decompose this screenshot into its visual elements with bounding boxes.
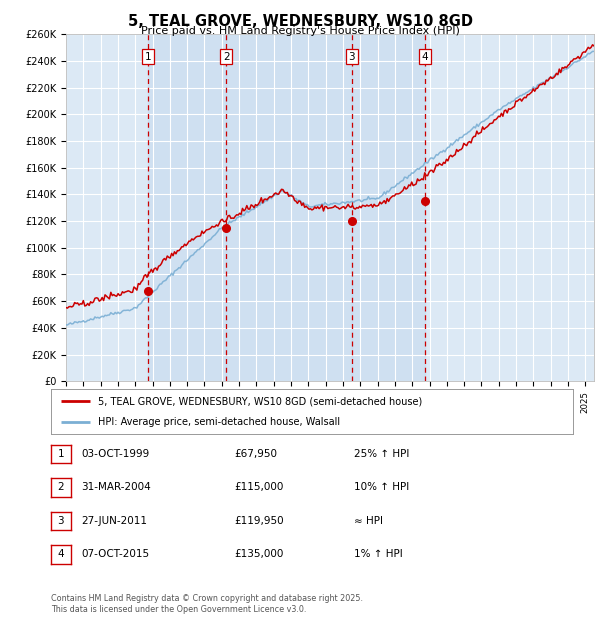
Text: 2: 2 (223, 51, 229, 61)
Text: £135,000: £135,000 (234, 549, 283, 559)
Text: 3: 3 (349, 51, 355, 61)
Bar (226, 34, 352, 381)
Text: 1: 1 (145, 51, 152, 61)
Bar (148, 34, 226, 381)
Text: Contains HM Land Registry data © Crown copyright and database right 2025.
This d: Contains HM Land Registry data © Crown c… (51, 595, 363, 614)
Text: 27-JUN-2011: 27-JUN-2011 (81, 516, 147, 526)
Text: 10% ↑ HPI: 10% ↑ HPI (354, 482, 409, 492)
Text: 4: 4 (422, 51, 428, 61)
Text: £115,000: £115,000 (234, 482, 283, 492)
Text: £67,950: £67,950 (234, 449, 277, 459)
Text: 4: 4 (58, 549, 64, 559)
Text: 3: 3 (58, 516, 64, 526)
Text: Price paid vs. HM Land Registry's House Price Index (HPI): Price paid vs. HM Land Registry's House … (140, 26, 460, 36)
Text: HPI: Average price, semi-detached house, Walsall: HPI: Average price, semi-detached house,… (98, 417, 340, 427)
Bar (352, 34, 425, 381)
Text: 2: 2 (58, 482, 64, 492)
Text: 5, TEAL GROVE, WEDNESBURY, WS10 8GD: 5, TEAL GROVE, WEDNESBURY, WS10 8GD (128, 14, 473, 29)
Text: £119,950: £119,950 (234, 516, 284, 526)
Text: ≈ HPI: ≈ HPI (354, 516, 383, 526)
Text: 25% ↑ HPI: 25% ↑ HPI (354, 449, 409, 459)
Text: 31-MAR-2004: 31-MAR-2004 (81, 482, 151, 492)
Text: 5, TEAL GROVE, WEDNESBURY, WS10 8GD (semi-detached house): 5, TEAL GROVE, WEDNESBURY, WS10 8GD (sem… (98, 396, 422, 407)
Text: 07-OCT-2015: 07-OCT-2015 (81, 549, 149, 559)
Text: 1: 1 (58, 449, 64, 459)
Text: 1% ↑ HPI: 1% ↑ HPI (354, 549, 403, 559)
Text: 03-OCT-1999: 03-OCT-1999 (81, 449, 149, 459)
